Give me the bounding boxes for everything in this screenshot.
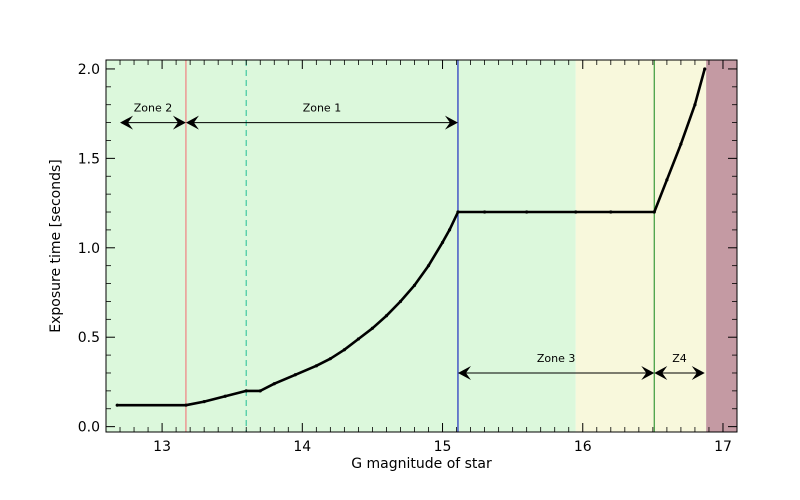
zone-annotations: Zone 2 Zone 1 Zone 3 Z4	[120, 102, 705, 380]
data-point	[440, 240, 445, 245]
data-point	[574, 210, 578, 214]
data-point	[384, 314, 389, 318]
data-point	[356, 337, 360, 341]
zone-arrowhead-right-2	[641, 365, 655, 380]
data-point	[293, 373, 297, 377]
data-point	[398, 299, 403, 304]
data-point	[370, 326, 375, 330]
zone-label-1: Zone 1	[303, 102, 342, 115]
data-point	[223, 394, 227, 398]
data-point	[342, 348, 346, 352]
zone-boundary-lines	[185, 60, 655, 432]
y-tick-label: 1.0	[78, 241, 100, 257]
zone-arrowhead-left-1	[185, 115, 199, 130]
x-tick-label: 13	[153, 439, 171, 455]
data-point	[483, 210, 487, 214]
y-tick-label: 0.0	[78, 420, 100, 436]
data-point	[272, 382, 276, 386]
plot-frame	[105, 59, 738, 433]
background-band-2	[706, 60, 737, 432]
series-group	[115, 67, 707, 407]
data-point	[184, 403, 188, 407]
data-point	[525, 210, 529, 214]
zone-arrowhead-right-0	[172, 115, 186, 130]
data-point	[115, 403, 119, 407]
zone-arrowhead-right-3	[691, 365, 705, 380]
y-tick-label: 0.5	[78, 330, 100, 346]
data-point	[202, 399, 206, 404]
x-tick-label: 15	[434, 439, 452, 455]
zone-label-0: Zone 2	[134, 102, 173, 115]
x-tick-label: 16	[574, 439, 592, 455]
zone-label-3: Z4	[672, 352, 687, 365]
zone-arrowhead-right-1	[444, 115, 458, 130]
data-point	[609, 210, 613, 214]
data-point	[679, 142, 683, 146]
data-point	[447, 228, 452, 232]
background-bands	[106, 60, 737, 432]
axis-ticks: 13 14 15 16 17 0.0 0.5 1.0 1.5 2.0	[78, 60, 737, 455]
y-axis-label: Exposure time [seconds]	[48, 159, 64, 333]
x-axis-label: G magnitude of star	[351, 456, 492, 472]
data-point	[328, 357, 332, 361]
data-point	[314, 364, 318, 368]
data-point	[426, 264, 431, 268]
data-point	[703, 67, 707, 71]
zone-arrowhead-left-3	[654, 365, 668, 380]
zone-arrowhead-left-0	[120, 115, 134, 130]
y-tick-label: 2.0	[78, 62, 100, 78]
x-tick-label: 14	[293, 439, 311, 455]
data-point	[244, 389, 248, 393]
data-point	[412, 283, 417, 287]
y-tick-label: 1.5	[78, 151, 100, 167]
data-point	[693, 103, 697, 107]
data-point	[456, 210, 460, 214]
data-point	[665, 178, 669, 182]
background-band-1	[575, 60, 707, 432]
zone-label-2: Zone 3	[537, 352, 576, 365]
data-point	[652, 210, 656, 214]
data-point	[258, 389, 262, 393]
background-band-0	[106, 60, 576, 432]
zone-arrowhead-left-2	[457, 365, 471, 380]
x-tick-label: 17	[714, 439, 732, 455]
